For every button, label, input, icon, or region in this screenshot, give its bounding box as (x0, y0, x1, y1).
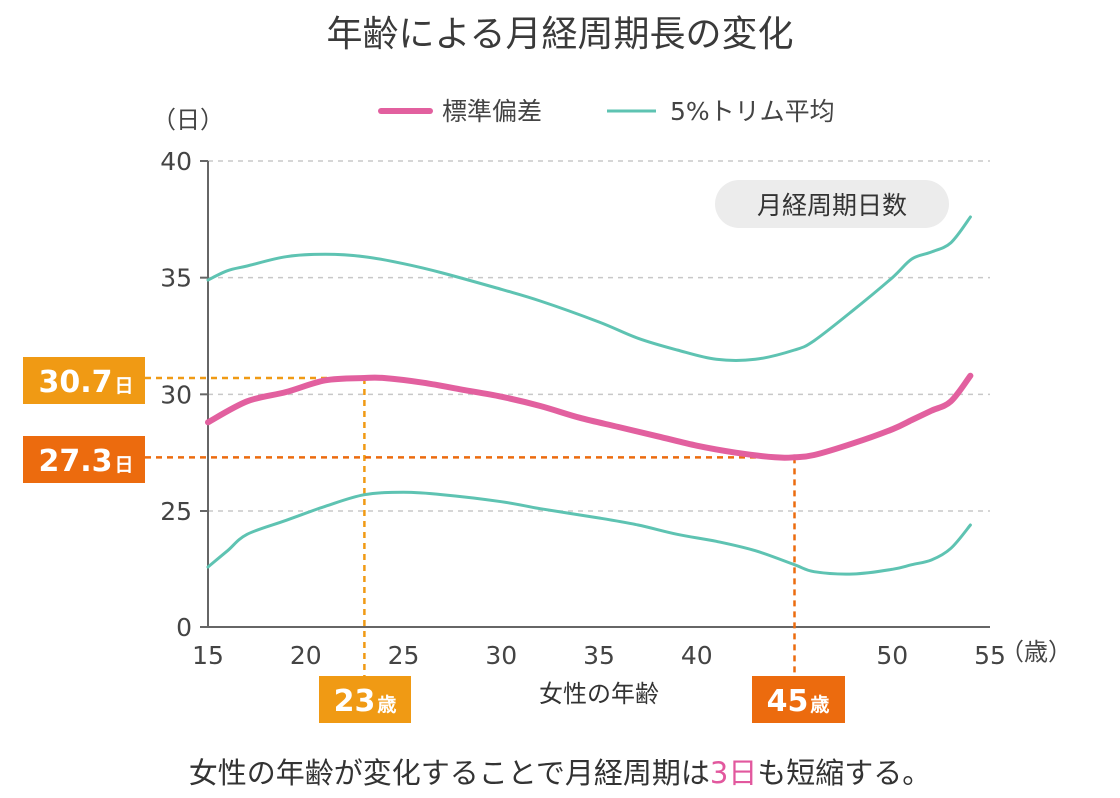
y-tick-35: 35 (160, 264, 192, 293)
x-tick-20: 20 (290, 641, 322, 670)
callout-y-low-value: 27.3 (38, 444, 112, 479)
x-tick-labels: 15 20 25 30 35 40 50 55 (192, 641, 1006, 670)
callout-y-high-bg (23, 357, 145, 404)
metric-pill: 月経周期日数 (715, 180, 949, 228)
footer-caption: 女性の年齢が変化することで月経周期は3日も短縮する。 (189, 756, 932, 790)
callout-x-min-text: 45 歳 (767, 684, 830, 719)
chart-title: 年齢による月経周期長の変化 (327, 14, 794, 55)
callout-y-low: 27.3 日 (23, 436, 145, 483)
callout-x-peak-unit: 歳 (377, 694, 396, 716)
x-tick-40: 40 (681, 641, 713, 670)
x-tick-25: 25 (388, 641, 420, 670)
y-tick-25: 25 (160, 497, 192, 526)
legend: 標準偏差 5%トリム平均 (378, 97, 835, 126)
series-layer (205, 215, 974, 576)
callout-y-high-value: 30.7 (38, 365, 112, 400)
callout-y-low-bg (23, 436, 145, 483)
callout-x-min: 45 歳 (752, 676, 845, 723)
metric-pill-label: 月経周期日数 (757, 191, 907, 220)
metric-pill-bg (715, 180, 949, 228)
callout-y-high-text: 30.7 日 (38, 365, 133, 400)
series-line-lower (206, 490, 972, 576)
callout-x-peak-bg (319, 676, 411, 723)
callout-x-peak-value: 23 (334, 684, 376, 719)
callout-x-min-bg (752, 676, 845, 723)
callout-y-high-unit: 日 (115, 375, 134, 397)
legend-label-mean: 標準偏差 (442, 97, 542, 126)
callout-y-low-unit: 日 (115, 454, 134, 476)
footer-highlight: 3日 (710, 756, 757, 790)
guide-lines (145, 376, 796, 676)
y-tick-labels: 0 25 30 35 40 (160, 147, 208, 642)
footer-before: 女性の年齢が変化することで月経周期は (189, 756, 710, 790)
x-unit-label: （歳） (1000, 638, 1072, 666)
callout-x-peak-text: 23 歳 (334, 684, 397, 719)
x-tick-15: 15 (192, 641, 224, 670)
y-unit-label: （日） (152, 106, 224, 134)
y-tick-0: 0 (176, 613, 192, 642)
y-tick-40: 40 (160, 147, 192, 176)
callout-x-min-unit: 歳 (810, 694, 829, 716)
callout-x-min-value: 45 (767, 684, 809, 719)
legend-label-trim: 5%トリム平均 (670, 97, 835, 126)
x-tick-30: 30 (485, 641, 517, 670)
x-tick-55: 55 (974, 641, 1006, 670)
callout-y-low-text: 27.3 日 (38, 444, 133, 479)
x-tick-50: 50 (876, 641, 908, 670)
y-tick-30: 30 (160, 380, 192, 409)
grid (208, 160, 990, 512)
series-line-mean (205, 372, 974, 461)
series-line-upper (206, 215, 972, 362)
footer-after: も短縮する。 (757, 756, 931, 790)
x-tick-35: 35 (583, 641, 615, 670)
callout-y-high: 30.7 日 (23, 357, 145, 404)
callout-x-peak: 23 歳 (319, 676, 411, 723)
x-axis-title: 女性の年齢 (539, 680, 659, 708)
